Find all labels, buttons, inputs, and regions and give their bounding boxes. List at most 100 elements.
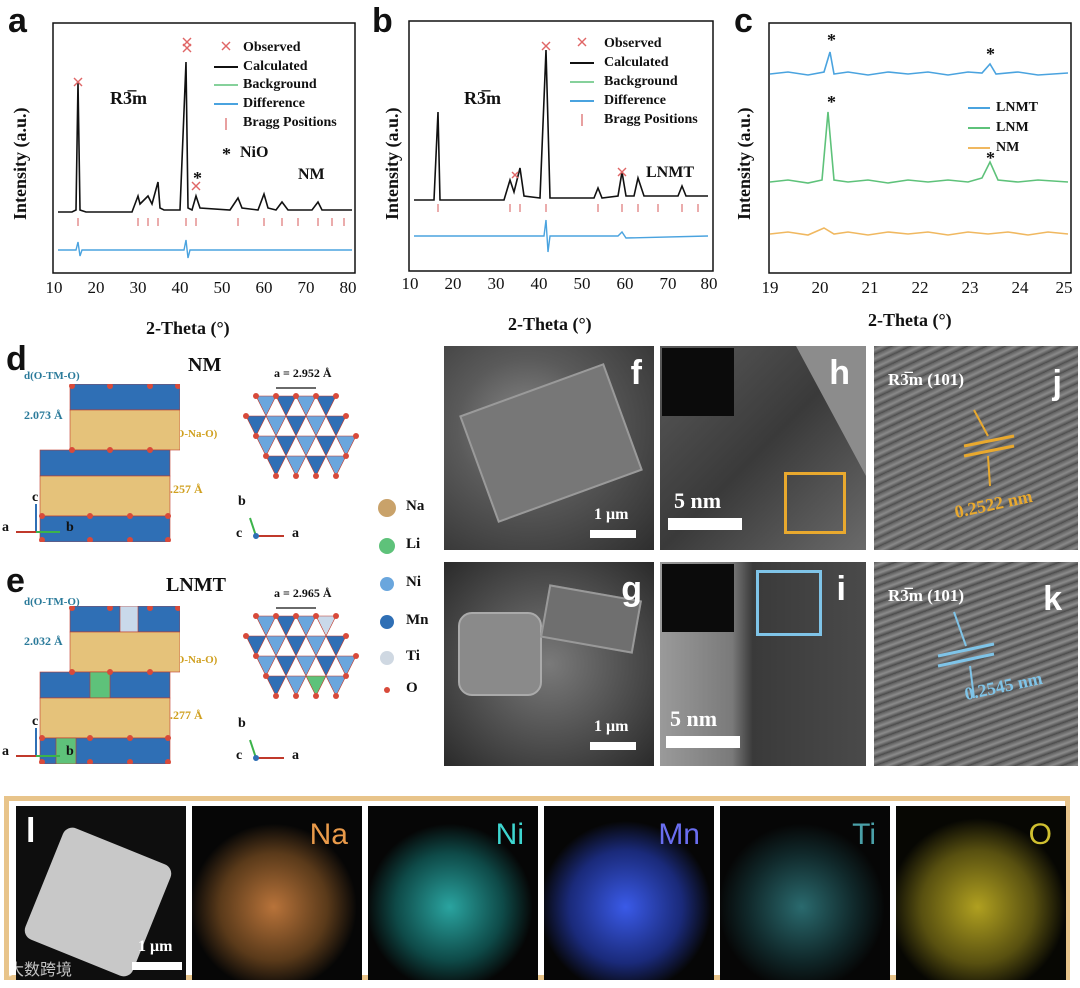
- xrd-plot-b: [408, 20, 714, 272]
- legend-observed-b: Observed: [604, 36, 662, 51]
- scale-bar-l: [132, 962, 182, 970]
- plane-label-j: R3̅m (101): [888, 370, 965, 389]
- ti-atom-icon: [380, 651, 394, 665]
- layered-structure-d: [39, 384, 180, 542]
- panel-label-e: e: [6, 562, 25, 600]
- eds-label-mn: Mn: [658, 818, 700, 851]
- eds-label-ni: Ni: [495, 818, 524, 851]
- eds-map-ni: Ni: [368, 806, 538, 980]
- sem-image-f: f 1 μm: [444, 346, 654, 550]
- axis-a-d: a: [2, 520, 9, 535]
- legend-observed-a: Observed: [243, 40, 301, 55]
- xlabel-c: 2-Theta (°): [868, 310, 952, 330]
- scale-text-l: 1 μm: [138, 938, 173, 955]
- hrtem-image-k: R3̅m (101) k 0.2545 nm: [874, 562, 1078, 766]
- legend-calculated-a: Calculated: [243, 59, 308, 74]
- li-atom-icon: [379, 538, 395, 554]
- na-atom-icon: [378, 499, 396, 517]
- lattice-param-e: a = 2.965 Å: [274, 586, 332, 600]
- bragg-ticks-b: [437, 204, 699, 212]
- panel-label-b: b: [372, 2, 393, 40]
- xtick-c: 21: [861, 278, 879, 297]
- panel-label-g: g: [621, 570, 642, 608]
- xrd-zoom-plot-c: [768, 22, 1072, 274]
- xtick-c: 22: [911, 278, 929, 297]
- axes-icon-d-left: [16, 504, 60, 533]
- panel-label-f: f: [630, 354, 642, 392]
- ylabel-c: Intensity (a.u.): [734, 107, 754, 220]
- axes-icon-d-right: [249, 517, 284, 539]
- legend-background-a: Background: [243, 77, 317, 92]
- nio-peak-star-a: *: [193, 168, 202, 188]
- mn-atom-icon: [380, 615, 394, 629]
- diffraction-inset-i: [662, 564, 734, 632]
- sem-image-g: g 1 μm: [444, 562, 654, 766]
- xtick-b: 80: [700, 274, 718, 293]
- d-tm-label-e: d(O-TM-O): [24, 596, 80, 608]
- axis-c-d2: c: [236, 526, 243, 541]
- difference-curve-a: [58, 239, 352, 259]
- xtick-a: 70: [297, 278, 315, 297]
- xlabel-b: 2-Theta (°): [508, 314, 592, 334]
- selection-box-i: [756, 570, 822, 636]
- axes-icon-e-right: [249, 739, 284, 761]
- xtick-b: 30: [487, 274, 505, 293]
- hexagonal-layer-e: [243, 607, 359, 699]
- eds-map-na: Na: [192, 806, 362, 980]
- observed-markers-a: [73, 37, 201, 191]
- legend-bragg-b: Bragg Positions: [604, 112, 698, 127]
- xtick-b: 40: [530, 274, 548, 293]
- o-atom-icon: [384, 687, 390, 693]
- ylabel-a: Intensity (a.u.): [10, 107, 30, 220]
- scale-bar-f: [590, 530, 636, 538]
- scale-text-i: 5 nm: [670, 706, 718, 731]
- axis-a-d2: a: [292, 526, 299, 541]
- panel-label-l: l: [26, 812, 36, 850]
- axis-a-e: a: [2, 744, 9, 759]
- axis-b-e: b: [66, 744, 74, 759]
- panel-label-k: k: [1043, 580, 1062, 618]
- curve-lnmt: [769, 51, 1069, 76]
- xtick-c: 24: [1011, 278, 1029, 297]
- phase-label-b: R3̅m: [464, 88, 501, 108]
- structure-title-d: NM: [188, 354, 222, 376]
- tem-image-i: i 5 nm: [660, 562, 866, 766]
- axis-a-e2: a: [292, 748, 299, 763]
- legend-lnm-c: LNM: [996, 120, 1029, 135]
- eds-map-ti: Ti: [720, 806, 890, 980]
- lattice-param-d: a = 2.952 Å: [274, 366, 332, 380]
- scale-bar-i: [666, 736, 740, 748]
- phase-label-a: R3̅m: [110, 88, 147, 108]
- axis-b-d2: b: [238, 494, 246, 509]
- star-lnm-1: *: [827, 92, 836, 112]
- structure-title-e: LNMT: [166, 574, 226, 596]
- curve-lnm: [769, 111, 1069, 184]
- axis-c-e: c: [32, 714, 39, 729]
- ylabel-b: Intensity (a.u.): [382, 107, 402, 220]
- selection-box-h: [784, 472, 846, 534]
- layered-structure-e: [39, 606, 180, 764]
- xtick-a: 60: [255, 278, 273, 297]
- atom-li: Li: [406, 536, 421, 552]
- axes-icon-e-left: [16, 728, 60, 757]
- xrd-pattern-a: [58, 61, 352, 213]
- eds-haadf-image: l 1 μm: [16, 806, 186, 980]
- scale-bar-g: [590, 742, 636, 750]
- legend-background-b: Background: [604, 74, 678, 89]
- xtick-a: 40: [171, 278, 189, 297]
- xtick-a: 20: [87, 278, 105, 297]
- xtick-c: 20: [811, 278, 829, 297]
- axis-c-e2: c: [236, 748, 243, 763]
- xrd-pattern-b: [414, 49, 708, 201]
- star-lnm-2: *: [986, 148, 995, 168]
- fringe-marker-k: [937, 611, 995, 699]
- atom-na: Na: [406, 498, 425, 514]
- diffraction-inset-h: [662, 348, 734, 416]
- eds-map-mn: Mn: [544, 806, 714, 980]
- bragg-ticks-a: [77, 218, 345, 226]
- xtick-b: 70: [659, 274, 677, 293]
- sample-label-b: LNMT: [646, 164, 694, 181]
- watermark: 大数跨境: [8, 960, 73, 979]
- xtick-a: 80: [339, 278, 357, 297]
- tem-image-h: h 5 nm: [660, 346, 866, 550]
